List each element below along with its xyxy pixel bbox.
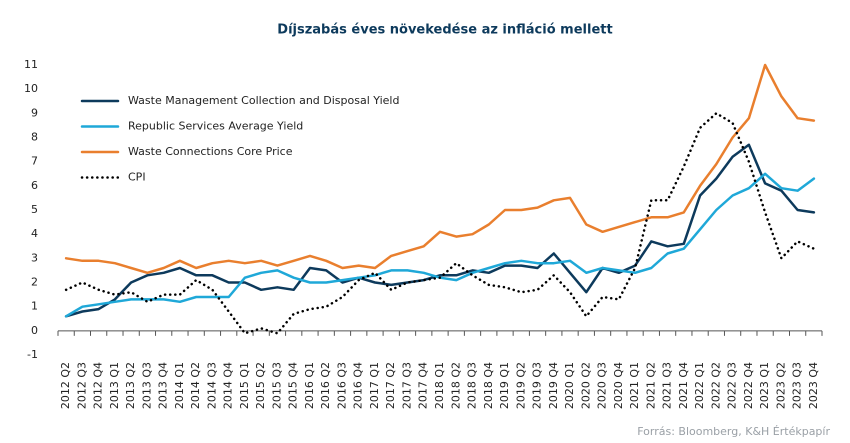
y-tick-label: 1 [31, 300, 38, 313]
x-tick-label: 2013 Q3 [140, 362, 153, 409]
x-tick-label: 2018 Q4 [482, 362, 495, 409]
x-tick-label: 2015 Q1 [238, 362, 251, 409]
x-tick-label: 2022 Q1 [693, 362, 706, 409]
y-tick-label: 7 [31, 155, 38, 168]
x-tick-label: 2016 Q4 [352, 362, 365, 409]
x-tick-label: 2019 Q3 [531, 362, 544, 409]
y-tick-label: -1 [27, 348, 38, 361]
series-line [64, 143, 816, 318]
x-tick-label: 2014 Q3 [205, 362, 218, 409]
x-tick-label: 2019 Q4 [547, 362, 560, 409]
x-tick-label: 2015 Q3 [270, 362, 283, 409]
x-tick-label: 2012 Q2 [59, 362, 72, 409]
source: Forrás: Bloomberg, K&H Értékpapír [637, 425, 830, 438]
x-tick-label: 2021 Q3 [661, 362, 674, 409]
x-tick-label: 2017 Q2 [384, 362, 397, 409]
x-tick-label: 2013 Q4 [157, 362, 170, 409]
x-tick-label: 2017 Q1 [368, 362, 381, 409]
x-tick-label: 2020 Q4 [612, 362, 625, 409]
x-tick-label: 2020 Q1 [563, 362, 576, 409]
x-tick-label: 2021 Q1 [628, 362, 641, 409]
x-tick-label: 2016 Q2 [319, 362, 332, 409]
y-tick-label: 4 [31, 227, 38, 240]
y-tick-label: 9 [31, 106, 38, 119]
x-tick-label: 2022 Q2 [709, 362, 722, 409]
x-tick-label: 2017 Q3 [400, 362, 413, 409]
x-tick-label: 2018 Q2 [449, 362, 462, 409]
x-tick-label: 2020 Q2 [579, 362, 592, 409]
y-tick-label: 5 [31, 203, 38, 216]
x-tick-label: 2015 Q2 [254, 362, 267, 409]
x-tick-label: 2021 Q4 [677, 362, 690, 409]
x-tick-label: 2014 Q4 [222, 362, 235, 409]
legend-label: CPI [128, 171, 146, 184]
x-tick-label: 2019 Q1 [498, 362, 511, 409]
y-tick-label: 3 [31, 251, 38, 264]
legend-label: Waste Management Collection and Disposal… [128, 94, 399, 107]
x-tick-label: 2012 Q4 [92, 362, 105, 409]
x-tick-label: 2023 Q4 [807, 362, 820, 409]
x-tick-label: 2016 Q1 [303, 362, 316, 409]
x-tick-label: 2018 Q3 [466, 362, 479, 409]
x-tick-label: 2014 Q1 [173, 362, 186, 409]
x-tick-label: 2017 Q4 [417, 362, 430, 409]
y-tick-label: 11 [24, 58, 38, 71]
y-tick-label: 8 [31, 131, 38, 144]
y-tick-label: 0 [31, 324, 38, 337]
x-tick-label: 2020 Q3 [596, 362, 609, 409]
x-tick-label: 2022 Q3 [726, 362, 739, 409]
series-line [64, 63, 816, 275]
x-tick-label: 2023 Q3 [791, 362, 804, 409]
x-tick-label: 2022 Q4 [742, 362, 755, 409]
legend-label: Waste Connections Core Price [128, 145, 293, 158]
chart-title: Díjszabás éves növekedése az infláció me… [277, 23, 612, 38]
x-tick-label: 2016 Q3 [335, 362, 348, 409]
y-tick-label: 2 [31, 276, 38, 289]
y-tick-label: 10 [24, 82, 38, 95]
legend-label: Republic Services Average Yield [128, 120, 303, 133]
x-tick-label: 2014 Q2 [189, 362, 202, 409]
x-tick-label: 2019 Q2 [514, 362, 527, 409]
x-tick-label: 2021 Q2 [644, 362, 657, 409]
x-tick-label: 2023 Q1 [758, 362, 771, 409]
x-tick-label: 2023 Q2 [774, 362, 787, 409]
x-tick-label: 2015 Q4 [287, 362, 300, 409]
x-tick-label: 2013 Q2 [124, 362, 137, 409]
y-tick-label: 6 [31, 179, 38, 192]
x-tick-label: 2013 Q1 [108, 362, 121, 409]
x-tick-label: 2012 Q3 [75, 362, 88, 409]
x-tick-label: 2018 Q1 [433, 362, 446, 409]
series-line [64, 112, 816, 335]
